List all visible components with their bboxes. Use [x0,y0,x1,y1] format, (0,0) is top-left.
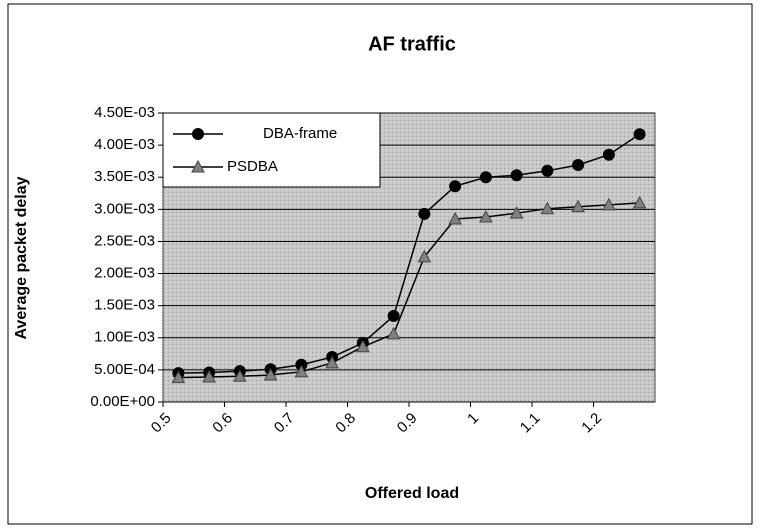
point [356,339,370,353]
point [171,370,186,384]
point [479,209,493,223]
point [202,369,216,383]
point [448,211,462,225]
point [294,364,309,378]
legend-label: PSDBA [227,158,278,175]
x-axis-label: Offered load [365,485,459,502]
y-tick-label: 2.00E-03 [94,265,155,282]
y-tick-label: 2.50E-03 [94,232,155,249]
y-tick-label: 4.50E-03 [94,104,155,121]
y-tick-label: 5.00E-04 [94,361,155,378]
y-tick-label: 4.00E-03 [94,136,155,153]
point [418,207,431,220]
point [540,201,555,215]
chart-title: AF traffic [368,33,456,55]
y-tick-label: 3.00E-03 [94,200,155,217]
point [387,309,400,322]
point [263,367,278,381]
point [449,180,462,193]
point [509,206,524,219]
y-tick-label: 1.00E-03 [94,329,155,346]
series-line [178,133,641,374]
point [572,159,585,172]
point [233,369,247,382]
legend-marker [192,128,204,140]
y-tick-label: 3.50E-03 [94,168,155,185]
y-tick-label: 1.50E-03 [94,297,155,314]
legend-marker [191,159,205,173]
point [632,195,647,209]
point [571,199,585,213]
point [325,355,339,369]
point [602,197,616,211]
point [510,169,523,182]
point [541,164,554,177]
point [417,249,432,263]
legend-box [162,112,381,188]
series-line [178,202,640,379]
y-axis-label: Average packet delay [13,176,30,339]
point [479,171,492,184]
point [633,128,646,141]
point [602,148,615,161]
y-tick-label: 0.00E+00 [90,393,155,410]
legend-label: DBA-frame [263,125,337,142]
point [386,326,401,340]
